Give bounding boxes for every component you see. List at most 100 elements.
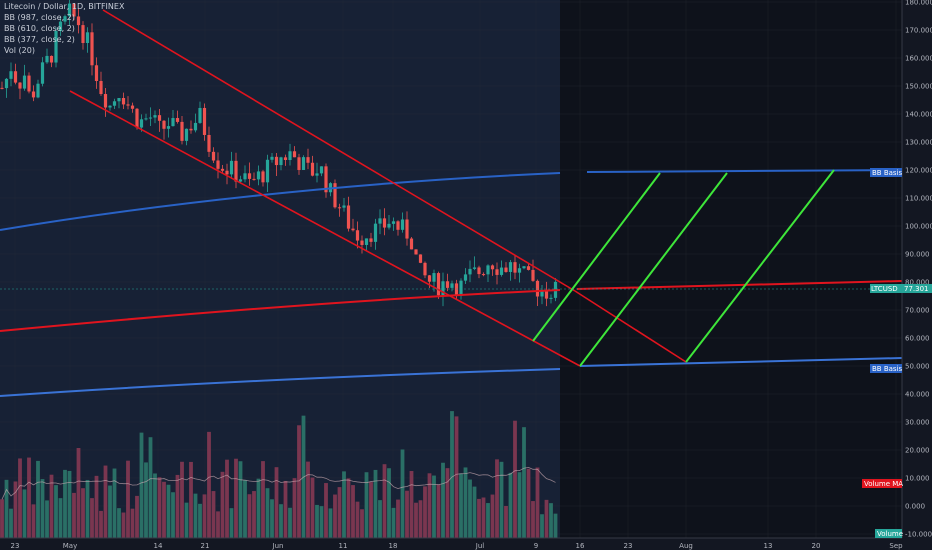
- y-tick-label: 10.000: [905, 475, 930, 483]
- grid: [0, 0, 902, 538]
- candle-body: [504, 267, 508, 272]
- candle-body: [252, 178, 256, 180]
- indicator-bb-610[interactable]: BB (610, close, 2): [4, 24, 75, 33]
- candle-body: [364, 238, 369, 245]
- candle-body: [175, 118, 180, 122]
- x-tick-label: Jul: [475, 542, 485, 550]
- candle-body: [355, 230, 360, 241]
- candle-body: [67, 3, 72, 17]
- volume-bar: [526, 468, 531, 538]
- candle-body: [117, 97, 121, 102]
- candle-body: [292, 151, 297, 158]
- volume-bar: [36, 460, 40, 538]
- volume-bar: [40, 479, 45, 538]
- volume-bar: [337, 487, 342, 538]
- y-tick-label: 90.000: [905, 251, 930, 259]
- volume-bar: [108, 485, 112, 538]
- volume-bar: [427, 473, 432, 538]
- volume-bar: [499, 461, 504, 538]
- candle-body: [112, 101, 117, 106]
- volume-bar: [463, 467, 468, 538]
- volume-bar: [166, 484, 171, 538]
- volume-bar: [270, 499, 274, 538]
- candle-body: [274, 156, 279, 166]
- bb-red-band-history: [0, 289, 561, 332]
- volume-bar: [418, 500, 423, 538]
- volume-bar: [139, 432, 144, 538]
- candle-body: [301, 157, 306, 170]
- svg-text:BB Basis: BB Basis: [872, 365, 903, 373]
- volume-bar: [508, 472, 513, 538]
- volume-bar: [229, 508, 234, 538]
- candle-body: [522, 266, 526, 269]
- candle-body: [414, 249, 418, 255]
- candle-body: [508, 262, 513, 272]
- volume-bar: [495, 459, 499, 538]
- candle-body: [135, 108, 139, 128]
- volume-bar: [315, 504, 319, 538]
- volume-bar: [22, 489, 27, 538]
- volume-bar: [256, 478, 261, 538]
- candle-body: [378, 218, 382, 224]
- x-tick-label: 23: [624, 542, 633, 550]
- x-tick-label: 14: [154, 542, 163, 550]
- y-tick-label: 180.000: [905, 0, 932, 7]
- indicator-bb-987[interactable]: BB (987, close, 2): [4, 13, 75, 22]
- candle-body: [162, 120, 166, 129]
- candle-body: [369, 238, 373, 242]
- x-tick-label: 23: [11, 542, 20, 550]
- volume-bar: [180, 461, 184, 538]
- volume-bar: [486, 503, 490, 538]
- candle-body: [234, 160, 238, 182]
- volume-bar: [409, 471, 414, 538]
- pitchfork-line-1: [532, 172, 661, 342]
- volume-bar: [153, 473, 157, 538]
- candle-body: [531, 269, 535, 281]
- volume-bar: [423, 486, 427, 538]
- candle-body: [166, 126, 171, 129]
- candle-body: [400, 219, 405, 230]
- candle-body: [229, 160, 234, 175]
- candle-body: [90, 32, 94, 66]
- svg-text:BB Basis: BB Basis: [872, 169, 903, 177]
- candle-body: [288, 151, 292, 161]
- candle-body: [463, 274, 468, 281]
- x-tick-label: 9: [534, 542, 538, 550]
- price-tag: LTCUSD 77.301: [870, 284, 932, 293]
- volume-bar: [252, 491, 256, 538]
- volume-bar: [45, 500, 49, 538]
- candle-body: [306, 157, 310, 163]
- volume-bar: [490, 494, 495, 538]
- indicator-bb-377[interactable]: BB (377, close, 2): [4, 35, 75, 44]
- volume-bar: [31, 504, 36, 538]
- candle-body: [31, 91, 36, 98]
- volume-bar: [292, 478, 297, 538]
- volume-bar: [364, 472, 369, 538]
- candle-body: [18, 82, 22, 89]
- volume-bar: [234, 458, 238, 538]
- candle-body: [495, 269, 499, 275]
- volume-bar: [193, 493, 198, 538]
- candle-body: [193, 122, 198, 131]
- indicator-volume[interactable]: Vol (20): [4, 46, 35, 55]
- channel-upper-line: [102, 9, 576, 292]
- channel-lower-line: [69, 90, 581, 367]
- volume-bar: [58, 498, 63, 538]
- y-tick-label: 50.000: [905, 363, 930, 371]
- candle-body: [81, 25, 85, 44]
- candle-body: [472, 267, 477, 269]
- volume-bar: [441, 462, 445, 538]
- volume-bar: [171, 492, 175, 538]
- candle-body: [45, 55, 49, 63]
- candle-body: [346, 205, 351, 229]
- volume-bar: [369, 482, 373, 538]
- volume-bar: [328, 508, 333, 538]
- volume-bar: [18, 458, 22, 538]
- volume-bar: [216, 511, 220, 538]
- x-tick-label: 18: [389, 542, 398, 550]
- candle-body: [126, 104, 130, 106]
- x-tick-label: Aug: [679, 542, 693, 550]
- volume-bar: [67, 470, 72, 538]
- volume-bar: [135, 495, 139, 538]
